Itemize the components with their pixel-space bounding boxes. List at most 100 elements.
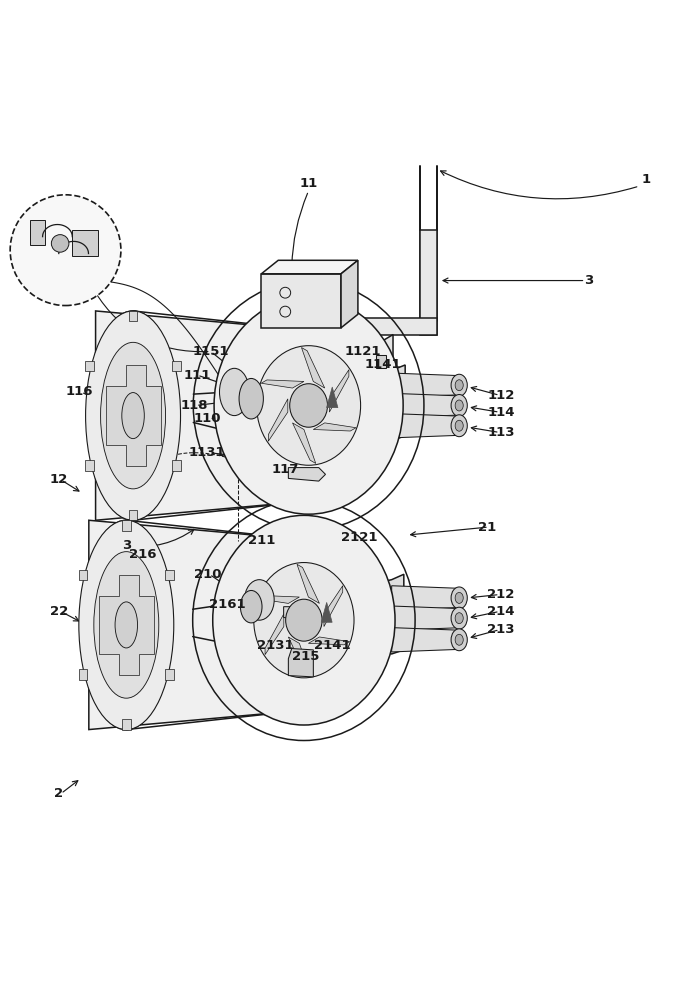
Polygon shape xyxy=(302,348,325,388)
Text: 214: 214 xyxy=(487,605,515,618)
Ellipse shape xyxy=(81,520,172,730)
Ellipse shape xyxy=(455,400,463,411)
Polygon shape xyxy=(106,365,161,466)
Polygon shape xyxy=(292,423,316,463)
Ellipse shape xyxy=(455,420,463,431)
Bar xyxy=(172,460,181,471)
Text: 211: 211 xyxy=(247,534,275,547)
Polygon shape xyxy=(420,230,437,335)
Text: 2131: 2131 xyxy=(256,639,293,652)
Polygon shape xyxy=(341,260,358,328)
Text: 113: 113 xyxy=(487,426,515,439)
Polygon shape xyxy=(327,387,338,408)
Ellipse shape xyxy=(451,374,467,396)
Polygon shape xyxy=(31,220,45,245)
Text: 117: 117 xyxy=(271,463,299,476)
Text: 114: 114 xyxy=(487,406,515,419)
Ellipse shape xyxy=(115,602,138,648)
Text: 3: 3 xyxy=(121,539,131,552)
Ellipse shape xyxy=(214,297,403,514)
Text: 118: 118 xyxy=(180,399,207,412)
Ellipse shape xyxy=(213,515,395,725)
Ellipse shape xyxy=(451,415,467,437)
Text: 2121: 2121 xyxy=(341,531,378,544)
Ellipse shape xyxy=(455,613,463,624)
Polygon shape xyxy=(288,468,325,481)
Ellipse shape xyxy=(451,587,467,609)
Polygon shape xyxy=(258,596,300,603)
Circle shape xyxy=(10,195,121,306)
Polygon shape xyxy=(392,414,456,438)
Ellipse shape xyxy=(122,393,144,439)
Polygon shape xyxy=(392,393,456,418)
Bar xyxy=(122,520,131,531)
Polygon shape xyxy=(392,628,456,652)
Ellipse shape xyxy=(254,563,354,678)
Circle shape xyxy=(52,235,69,252)
Bar xyxy=(172,361,181,371)
Polygon shape xyxy=(89,520,298,730)
Text: 1121: 1121 xyxy=(344,345,381,358)
Polygon shape xyxy=(313,423,356,431)
Ellipse shape xyxy=(451,607,467,629)
Ellipse shape xyxy=(285,599,322,641)
Text: 213: 213 xyxy=(487,623,515,636)
Polygon shape xyxy=(392,586,456,610)
Polygon shape xyxy=(297,564,319,603)
Polygon shape xyxy=(330,370,349,412)
Bar xyxy=(79,570,87,580)
Text: 1: 1 xyxy=(641,173,651,186)
Polygon shape xyxy=(308,637,350,645)
Text: 3: 3 xyxy=(584,274,593,287)
Text: 12: 12 xyxy=(49,473,68,486)
Polygon shape xyxy=(96,311,305,520)
Ellipse shape xyxy=(220,368,250,416)
Ellipse shape xyxy=(290,384,327,427)
Ellipse shape xyxy=(245,580,274,620)
Text: 2: 2 xyxy=(54,787,63,800)
Ellipse shape xyxy=(254,539,344,711)
Text: 21: 21 xyxy=(479,521,497,534)
Bar xyxy=(79,669,87,680)
Polygon shape xyxy=(324,586,342,627)
Ellipse shape xyxy=(260,330,351,501)
Ellipse shape xyxy=(88,311,178,520)
Text: 210: 210 xyxy=(194,568,221,581)
Bar xyxy=(129,510,138,520)
Polygon shape xyxy=(261,380,304,388)
Ellipse shape xyxy=(239,378,263,419)
Ellipse shape xyxy=(455,380,463,391)
Text: 2141: 2141 xyxy=(314,639,351,652)
Polygon shape xyxy=(268,399,288,441)
Bar xyxy=(122,719,131,730)
Bar xyxy=(85,460,94,471)
Text: 116: 116 xyxy=(65,385,93,398)
Ellipse shape xyxy=(451,629,467,651)
Text: 112: 112 xyxy=(487,389,515,402)
Polygon shape xyxy=(261,274,341,328)
Bar xyxy=(165,570,174,580)
Text: 110: 110 xyxy=(194,412,221,425)
Ellipse shape xyxy=(241,590,262,623)
Polygon shape xyxy=(73,230,98,256)
Bar xyxy=(129,311,138,321)
Polygon shape xyxy=(380,574,404,654)
Text: 1131: 1131 xyxy=(189,446,226,459)
Ellipse shape xyxy=(455,634,463,645)
Bar xyxy=(85,361,94,371)
Text: 11: 11 xyxy=(300,177,318,190)
Text: 1151: 1151 xyxy=(193,345,229,358)
Text: 1141: 1141 xyxy=(365,358,401,371)
Polygon shape xyxy=(392,606,456,630)
Text: 111: 111 xyxy=(184,369,211,382)
Ellipse shape xyxy=(79,520,174,730)
Ellipse shape xyxy=(455,592,463,603)
Text: 2161: 2161 xyxy=(210,598,246,611)
Polygon shape xyxy=(99,575,154,675)
Polygon shape xyxy=(261,260,358,274)
Polygon shape xyxy=(376,355,386,368)
Bar xyxy=(165,669,174,680)
Ellipse shape xyxy=(256,346,361,465)
Ellipse shape xyxy=(100,342,165,489)
Polygon shape xyxy=(346,318,437,335)
